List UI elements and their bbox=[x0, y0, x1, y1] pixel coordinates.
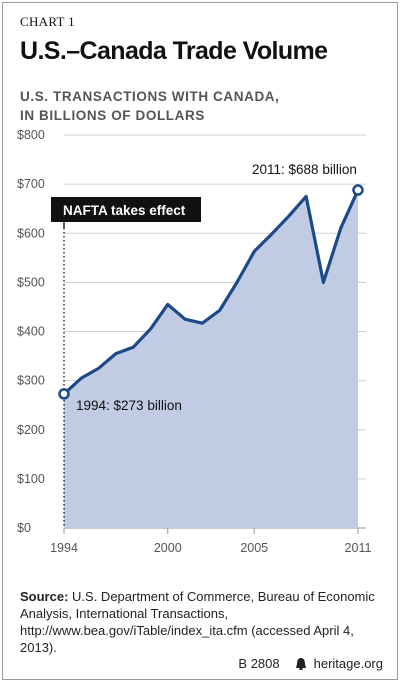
series-line bbox=[62, 188, 360, 396]
series-area bbox=[64, 190, 358, 528]
y-tick-label: $500 bbox=[17, 275, 45, 289]
footer: B 2808 heritage.org bbox=[238, 656, 383, 671]
site-name: heritage.org bbox=[313, 656, 383, 671]
y-tick-label: $700 bbox=[17, 177, 45, 191]
subtitle-line-2: IN BILLIONS OF DOLLARS bbox=[20, 108, 205, 123]
event-label-box bbox=[51, 197, 201, 222]
chart-code: B 2808 bbox=[238, 656, 280, 671]
x-tick-label: 2011 bbox=[345, 541, 372, 555]
chart-subtitle: U.S. TRANSACTIONS WITH CANADA, IN BILLIO… bbox=[20, 87, 350, 125]
y-tick-label: $100 bbox=[17, 472, 45, 486]
source-label: Source: bbox=[20, 589, 69, 604]
liberty-bell-icon bbox=[295, 657, 306, 670]
y-tick-label: $0 bbox=[17, 521, 31, 535]
x-tick-label: 2005 bbox=[240, 541, 268, 555]
trade-volume-chart: $0 $100 $200 $300 $400 $500 $600 $700 $800 1994 20… bbox=[17, 128, 372, 555]
y-tick-label: $600 bbox=[17, 226, 45, 240]
x-tick-label: 2000 bbox=[154, 541, 182, 555]
source-text: U.S. Department of Commerce, Bureau of E… bbox=[20, 589, 375, 655]
data-point-marker bbox=[58, 388, 70, 400]
chart-title: U.S.–Canada Trade Volume bbox=[20, 37, 328, 65]
end-value-label: 2011: $688 billion bbox=[252, 162, 357, 177]
start-value-label: 1994: $273 billion bbox=[76, 398, 182, 413]
x-tick-label: 1994 bbox=[50, 541, 78, 555]
source-note: Source: U.S. Department of Commerce, Bur… bbox=[20, 588, 388, 656]
y-tick-label: $400 bbox=[17, 325, 45, 339]
chart-number-label: CHART 1 bbox=[20, 14, 75, 29]
data-point-marker bbox=[352, 184, 364, 196]
subtitle-line-1: U.S. TRANSACTIONS WITH CANADA, bbox=[20, 89, 280, 104]
y-tick-label: $300 bbox=[17, 374, 45, 388]
y-tick-label: $800 bbox=[17, 128, 45, 142]
event-label: NAFTA takes effect bbox=[63, 203, 186, 218]
y-tick-label: $200 bbox=[17, 423, 45, 437]
